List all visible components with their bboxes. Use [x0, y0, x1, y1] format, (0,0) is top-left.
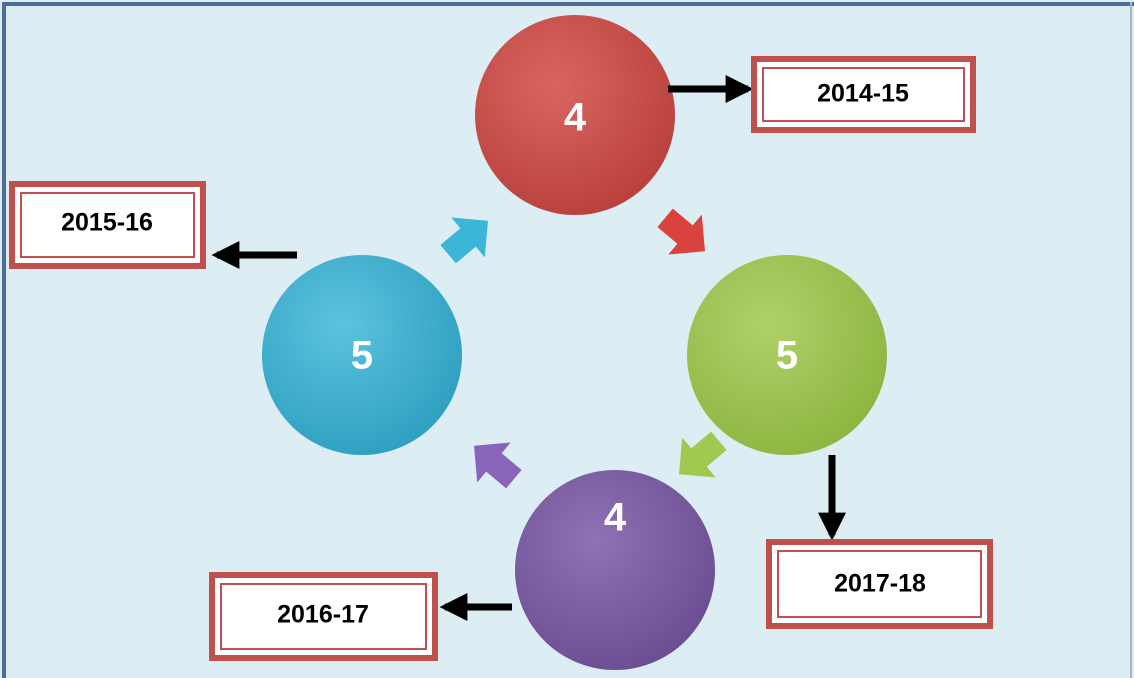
cycle-arrow	[679, 431, 727, 478]
node-circle	[262, 255, 462, 455]
year-label: 2015-16	[61, 209, 153, 237]
year-label: 2016-17	[277, 601, 369, 629]
node-value: 5	[351, 334, 373, 378]
year-box: 2014-15	[751, 56, 976, 133]
year-box: 2015-16	[9, 181, 206, 269]
node-value: 4	[604, 496, 627, 540]
node-circle	[515, 470, 715, 670]
year-box: 2017-18	[766, 539, 993, 629]
node-value: 5	[776, 334, 798, 378]
year-box: 2016-17	[209, 572, 438, 661]
cycle-arrow	[440, 217, 488, 264]
node-value: 4	[564, 96, 587, 140]
year-label: 2017-18	[834, 570, 926, 598]
node-circle	[687, 255, 887, 455]
cycle-arrow	[474, 442, 522, 489]
node-circle	[475, 15, 675, 215]
year-label: 2014-15	[817, 80, 909, 108]
cycle-arrow	[657, 208, 705, 255]
